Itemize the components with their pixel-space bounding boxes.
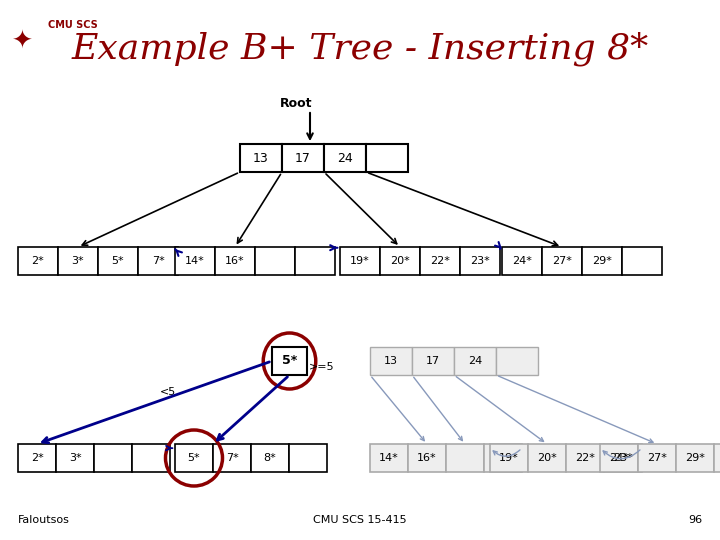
Text: 14*: 14* (379, 453, 399, 463)
Bar (370, 347, 412, 375)
Text: 20*: 20* (390, 256, 410, 266)
Bar (582, 247, 622, 275)
Text: Faloutsos: Faloutsos (18, 515, 70, 525)
Bar (295, 247, 335, 275)
Text: 2*: 2* (32, 256, 45, 266)
Bar (251, 444, 289, 472)
Bar (528, 444, 566, 472)
Text: 8*: 8* (264, 453, 276, 463)
Bar (324, 144, 366, 172)
Text: 14*: 14* (185, 256, 205, 266)
Text: 19*: 19* (350, 256, 370, 266)
Bar (213, 444, 251, 472)
Text: 24*: 24* (512, 256, 532, 266)
Text: 5*: 5* (282, 354, 297, 368)
Text: CMU SCS 15-415: CMU SCS 15-415 (313, 515, 407, 525)
Bar (676, 444, 714, 472)
Text: 3*: 3* (72, 256, 84, 266)
Text: <5: <5 (160, 387, 176, 397)
Text: 24: 24 (337, 152, 353, 165)
Bar (340, 247, 380, 275)
Text: 23*: 23* (470, 256, 490, 266)
Bar (282, 144, 324, 172)
Text: 17: 17 (426, 356, 440, 366)
Text: 13: 13 (384, 356, 398, 366)
Bar (240, 144, 282, 172)
Text: >=5: >=5 (309, 362, 335, 372)
Text: Example B+ Tree - Inserting 8*: Example B+ Tree - Inserting 8* (71, 32, 649, 66)
Text: 17: 17 (295, 152, 311, 165)
Bar (496, 347, 538, 375)
Text: CMU SCS: CMU SCS (48, 20, 98, 30)
Text: 16*: 16* (417, 453, 437, 463)
Text: 7*: 7* (225, 453, 238, 463)
Bar (566, 444, 604, 472)
Bar (600, 444, 638, 472)
Bar (460, 247, 500, 275)
Bar (289, 444, 327, 472)
Bar (175, 444, 213, 472)
Bar (420, 247, 460, 275)
Bar (132, 444, 170, 472)
Text: 16*: 16* (225, 256, 245, 266)
Bar (380, 247, 420, 275)
Bar (638, 444, 676, 472)
Bar (446, 444, 484, 472)
Bar (484, 444, 522, 472)
Bar (175, 247, 215, 275)
Bar (56, 444, 94, 472)
Bar (18, 444, 56, 472)
Text: 27*: 27* (552, 256, 572, 266)
Text: 24*: 24* (609, 453, 629, 463)
Bar (18, 247, 58, 275)
Bar (542, 247, 582, 275)
Bar (138, 247, 178, 275)
Text: 29*: 29* (592, 256, 612, 266)
Bar (255, 247, 295, 275)
Bar (370, 444, 408, 472)
Text: 22*: 22* (430, 256, 450, 266)
Bar (454, 347, 496, 375)
Text: 20*: 20* (537, 453, 557, 463)
Bar (622, 247, 662, 275)
Text: 5*: 5* (188, 453, 200, 463)
Text: 13: 13 (253, 152, 269, 165)
Text: 7*: 7* (152, 256, 164, 266)
Text: 19*: 19* (499, 453, 519, 463)
Bar (502, 247, 542, 275)
Bar (98, 247, 138, 275)
Bar (272, 347, 307, 375)
Bar (366, 144, 408, 172)
Text: ✦: ✦ (12, 30, 32, 54)
Text: Root: Root (280, 97, 312, 110)
Text: 24: 24 (468, 356, 482, 366)
Text: 22*: 22* (575, 453, 595, 463)
Bar (215, 247, 255, 275)
Bar (94, 444, 132, 472)
Text: 29*: 29* (685, 453, 705, 463)
Text: 27*: 27* (647, 453, 667, 463)
Bar (408, 444, 446, 472)
Text: 2*: 2* (31, 453, 43, 463)
Bar (58, 247, 98, 275)
Text: 5*: 5* (112, 256, 125, 266)
Text: 23*: 23* (613, 453, 633, 463)
Text: 3*: 3* (68, 453, 81, 463)
Bar (490, 444, 528, 472)
Text: 96: 96 (688, 515, 702, 525)
Bar (604, 444, 642, 472)
Bar (412, 347, 454, 375)
Bar (714, 444, 720, 472)
